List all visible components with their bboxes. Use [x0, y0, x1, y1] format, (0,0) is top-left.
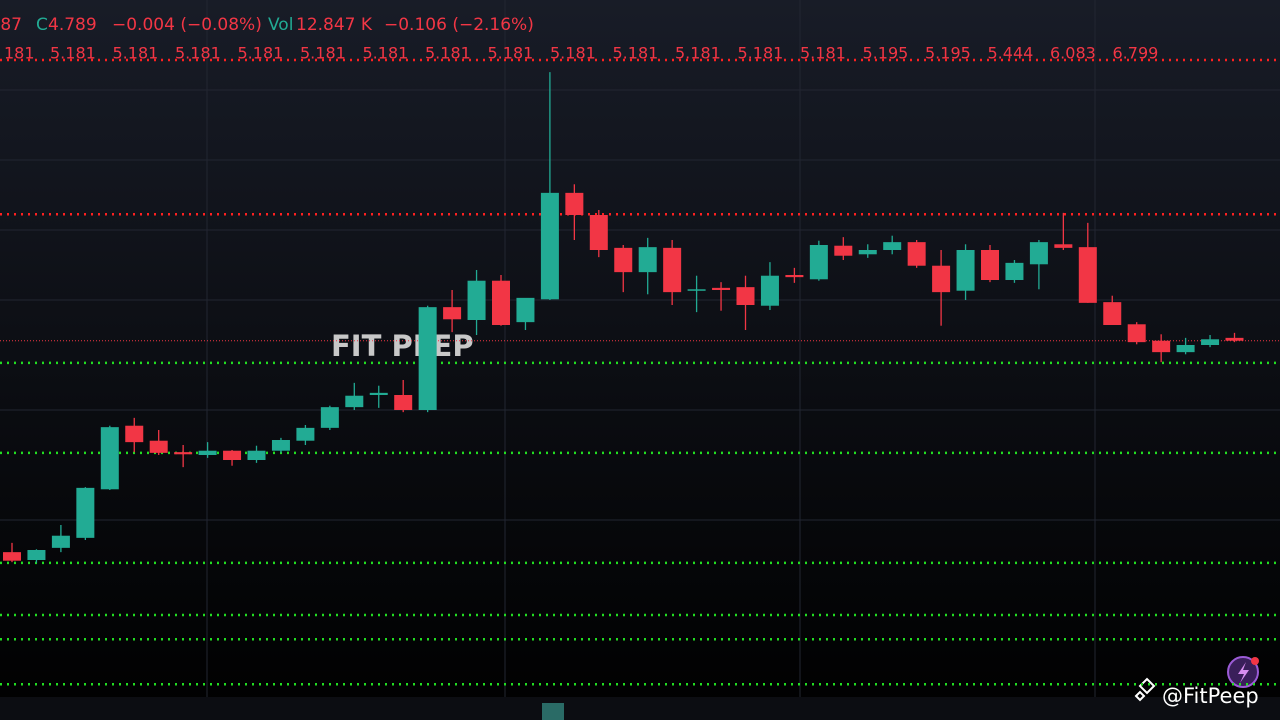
candle-body: [834, 245, 853, 256]
candle-body: [981, 250, 999, 280]
level-label: 5.195: [863, 44, 909, 63]
candle-body: [3, 552, 21, 561]
header-volume: 12.847 K: [296, 15, 373, 35]
candle-body: [223, 450, 242, 460]
scroll-handle[interactable]: [542, 703, 564, 720]
candle-body: [149, 440, 168, 453]
candle-body: [174, 452, 193, 455]
candle-body: [540, 192, 559, 300]
candle-body: [125, 425, 144, 443]
level-label: 5.181: [363, 44, 409, 63]
level-label: 5.181: [300, 44, 346, 63]
header-vol-label: Vol: [268, 15, 293, 35]
candle-body: [345, 395, 364, 408]
candle-body: [1127, 324, 1146, 343]
brand-bolt: [1238, 662, 1249, 683]
header-close: 4.789: [48, 15, 97, 35]
candle-body: [858, 250, 877, 255]
candle-body: [1152, 340, 1171, 353]
candle-body: [247, 450, 266, 460]
candle-body: [809, 245, 828, 280]
candle-body: [100, 427, 119, 490]
header: 87 C 4.789 −0.004 (−0.08%) Vol 12.847 K …: [0, 15, 533, 35]
level-label: 5.181: [738, 44, 784, 63]
candle-body: [736, 287, 755, 305]
candle-body: [956, 250, 975, 291]
level-label: 5.181: [675, 44, 721, 63]
level-label: 5.195: [925, 44, 971, 63]
binance-icon: [1134, 677, 1156, 702]
handle: @FitPeep: [1162, 684, 1259, 708]
candle-body: [394, 395, 413, 410]
candle-body: [1103, 302, 1122, 325]
candle-body: [785, 275, 804, 278]
level-label: 5.181: [175, 44, 221, 63]
candle-body: [369, 392, 388, 395]
candle-body: [614, 247, 633, 273]
candle-body: [638, 247, 657, 273]
header-vol-change: −0.106 (−2.16%): [384, 15, 534, 35]
candle-body: [1005, 262, 1024, 280]
watermark: FIT PEEP: [331, 329, 474, 363]
candle-body: [51, 535, 70, 548]
level-label: 181: [4, 44, 35, 63]
level-label: 5.181: [113, 44, 159, 63]
header-change: −0.004 (−0.08%): [112, 15, 262, 35]
candle-body: [663, 247, 682, 293]
level-label: 6.083: [1050, 44, 1096, 63]
candle-body: [76, 487, 95, 538]
header-close-label: C: [36, 15, 48, 35]
candle-body: [760, 275, 779, 306]
candle-body: [492, 280, 510, 325]
level-label: 5.181: [613, 44, 659, 63]
brand: @FitPeep: [1134, 656, 1259, 708]
header-open: 87: [0, 15, 22, 35]
level-label: 5.181: [238, 44, 284, 63]
candle-body: [712, 287, 731, 290]
candle-body: [320, 407, 339, 428]
candle-body: [271, 440, 290, 451]
candle-body: [589, 215, 608, 250]
candle-body: [27, 550, 46, 560]
candle-body: [418, 307, 437, 410]
candle-body: [907, 242, 926, 266]
candle-body: [565, 192, 584, 215]
brand-dot: [1251, 657, 1259, 665]
candle-body: [198, 450, 217, 455]
candle-body: [516, 297, 535, 323]
level-label: 5.444: [988, 44, 1034, 63]
level-label: 5.181: [425, 44, 471, 63]
grid: [0, 0, 1280, 697]
level-label: 5.181: [488, 44, 534, 63]
candle-body: [1078, 247, 1097, 303]
candle-body: [1054, 244, 1073, 248]
bottom-bar: [0, 697, 1280, 720]
candle-body: [883, 242, 902, 250]
candle-body: [1225, 337, 1244, 341]
level-label: 5.181: [800, 44, 846, 63]
level-label: 6.799: [1113, 44, 1159, 63]
candle-body: [443, 307, 462, 320]
candle-body: [932, 265, 951, 293]
candle-body: [1029, 242, 1048, 265]
candle-body: [467, 280, 486, 320]
candle-body: [687, 289, 706, 291]
level-label: 5.181: [550, 44, 596, 63]
candle-body: [1176, 345, 1195, 353]
candle-body: [296, 427, 315, 441]
candle-body: [1201, 339, 1220, 345]
level-label: 5.181: [50, 44, 96, 63]
